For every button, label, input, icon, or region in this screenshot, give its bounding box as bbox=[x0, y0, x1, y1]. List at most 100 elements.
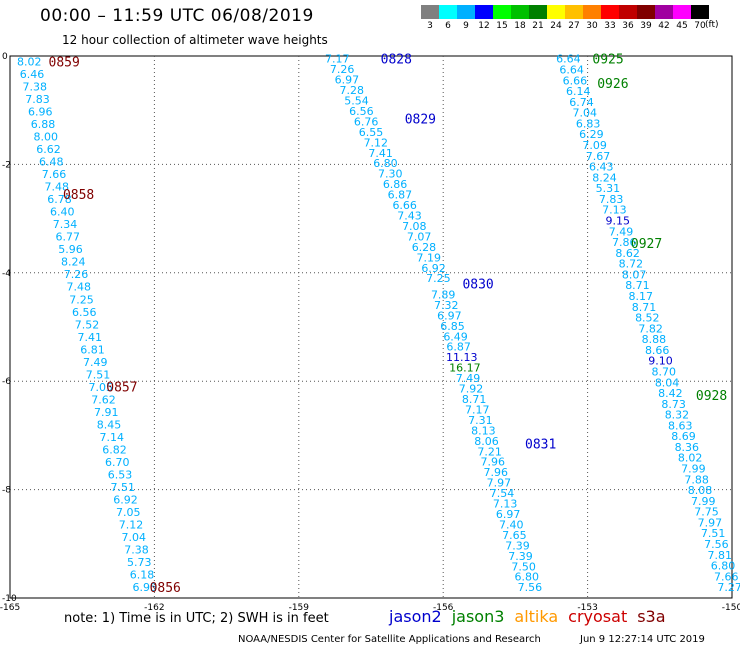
time-label: 0926 bbox=[597, 77, 628, 92]
swh-value-label: 7.81 bbox=[707, 549, 732, 562]
color-scale-swatch bbox=[511, 5, 529, 19]
swh-value-label: 8.88 bbox=[642, 333, 667, 346]
swh-value-label: 6.85 bbox=[440, 320, 465, 333]
swh-value-label: 7.52 bbox=[75, 318, 100, 331]
swh-value-label: 6.29 bbox=[579, 128, 604, 141]
swh-value-label: 7.96 bbox=[480, 456, 505, 469]
swh-value-label: 6.49 bbox=[443, 330, 468, 343]
color-scale-swatch bbox=[547, 5, 565, 19]
swh-value-label: 8.07 bbox=[622, 268, 647, 281]
swh-value-label: 8.06 bbox=[474, 435, 499, 448]
color-scale-swatch bbox=[475, 5, 493, 19]
swh-value-label: 7.14 bbox=[100, 431, 125, 444]
color-scale-label: 24 bbox=[550, 21, 562, 31]
swh-value-label: 7.83 bbox=[25, 93, 50, 106]
swh-value-label: 11.13 bbox=[446, 351, 478, 364]
satellite-legend-item: cryosat bbox=[568, 607, 628, 626]
swh-value-label: 7.04 bbox=[122, 531, 147, 544]
swh-value-label: 7.51 bbox=[701, 527, 726, 540]
y-tick-label: -2 bbox=[2, 160, 11, 170]
color-scale-label: 42 bbox=[658, 21, 670, 31]
color-scale-label: 3 bbox=[427, 21, 433, 31]
time-label: 0928 bbox=[696, 389, 727, 404]
swh-value-label: 7.40 bbox=[499, 518, 524, 531]
swh-value-label: 8.32 bbox=[665, 409, 690, 422]
swh-value-label: 6.66 bbox=[392, 199, 417, 212]
swh-value-label: 7.39 bbox=[505, 539, 530, 552]
swh-value-label: 8.69 bbox=[671, 430, 696, 443]
swh-value-label: 6.78 bbox=[47, 193, 72, 206]
swh-value-label: 6.64 bbox=[556, 53, 581, 66]
swh-value-label: 8.02 bbox=[678, 452, 703, 465]
color-scale-swatch bbox=[637, 5, 655, 19]
swh-value-label: 7.67 bbox=[586, 150, 611, 163]
swh-value-label: 8.17 bbox=[628, 290, 653, 303]
swh-value-label: 8.63 bbox=[668, 419, 693, 432]
swh-value-label: 6.92 bbox=[421, 262, 446, 275]
swh-value-label: 8.24 bbox=[592, 171, 617, 184]
swh-value-label: 7.65 bbox=[502, 529, 527, 542]
swh-value-label: 7.05 bbox=[116, 506, 141, 519]
swh-value-label: 6.97 bbox=[437, 309, 462, 322]
color-scale-unit: (ft) bbox=[705, 20, 719, 30]
footer-credit: NOAA/NESDIS Center for Satellite Applica… bbox=[238, 634, 541, 645]
swh-value-label: 6.87 bbox=[446, 341, 471, 354]
swh-value-label: 7.21 bbox=[477, 445, 502, 458]
swh-value-label: 6.56 bbox=[72, 306, 97, 319]
swh-value-label: 7.17 bbox=[325, 53, 350, 66]
swh-value-label: 8.62 bbox=[615, 247, 640, 260]
color-scale-label: 30 bbox=[586, 21, 598, 31]
swh-value-label: 7.62 bbox=[91, 393, 116, 406]
color-scale-swatch bbox=[457, 5, 475, 19]
swh-value-label: 7.26 bbox=[64, 268, 89, 281]
swh-value-label: 8.71 bbox=[632, 301, 657, 314]
swh-value-label: 7.83 bbox=[599, 193, 624, 206]
swh-value-label: 7.96 bbox=[484, 466, 509, 479]
swh-value-label: 7.26 bbox=[330, 63, 355, 76]
color-scale-swatch bbox=[601, 5, 619, 19]
swh-value-label: 6.18 bbox=[130, 569, 155, 582]
swh-value-label: 8.42 bbox=[658, 387, 683, 400]
swh-value-label: 7.49 bbox=[456, 372, 481, 385]
color-scale-label: 36 bbox=[622, 21, 634, 31]
time-label: 0858 bbox=[63, 188, 94, 203]
y-tick-label: -10 bbox=[2, 594, 17, 604]
x-tick-label: -150 bbox=[722, 603, 740, 610]
color-scale-swatch bbox=[421, 5, 439, 19]
swh-value-label: 6.80 bbox=[514, 571, 539, 584]
satellite-legend: jason2 jason3 altika cryosat s3a bbox=[389, 607, 676, 626]
swh-value-label: 8.71 bbox=[625, 279, 650, 292]
swh-value-label: 6.64 bbox=[559, 63, 584, 76]
color-scale-swatch bbox=[565, 5, 583, 19]
swh-value-label: 7.07 bbox=[407, 230, 432, 243]
color-scale-label: 27 bbox=[568, 21, 580, 31]
swh-value-label: 7.49 bbox=[609, 225, 634, 238]
swh-value-label: 8.52 bbox=[635, 312, 660, 325]
swh-value-label: 6.80 bbox=[373, 157, 398, 170]
swh-value-label: 6.48 bbox=[39, 156, 64, 169]
swh-value-label: 7.25 bbox=[426, 272, 451, 285]
swh-value-label: 8.72 bbox=[619, 258, 644, 271]
y-tick-label: -4 bbox=[2, 269, 11, 279]
swh-value-label: 7.19 bbox=[417, 251, 442, 264]
swh-value-label: 7.97 bbox=[698, 516, 723, 529]
swh-value-label: 7.99 bbox=[691, 495, 716, 508]
time-label: 0857 bbox=[106, 381, 137, 396]
swh-value-label: 5.96 bbox=[58, 243, 83, 256]
swh-value-label: 5.54 bbox=[344, 95, 369, 108]
swh-value-label: 6.86 bbox=[383, 178, 408, 191]
swh-value-label: 6.70 bbox=[105, 456, 130, 469]
x-tick-label: -159 bbox=[289, 603, 310, 610]
color-scale-swatch bbox=[655, 5, 673, 19]
satellite-legend-item: jason2 bbox=[389, 607, 442, 626]
swh-value-label: 7.43 bbox=[397, 210, 422, 223]
swh-value-label: 7.13 bbox=[602, 204, 627, 217]
x-tick-label: -156 bbox=[433, 603, 454, 610]
color-scale-label: 15 bbox=[496, 21, 508, 31]
swh-value-label: 8.73 bbox=[661, 398, 686, 411]
swh-value-label: 7.08 bbox=[402, 220, 427, 233]
swh-value-label: 6.74 bbox=[569, 96, 594, 109]
swh-value-label: 7.13 bbox=[493, 498, 518, 511]
swh-value-label: 6.40 bbox=[50, 206, 75, 219]
swh-value-label: 8.66 bbox=[645, 344, 670, 357]
